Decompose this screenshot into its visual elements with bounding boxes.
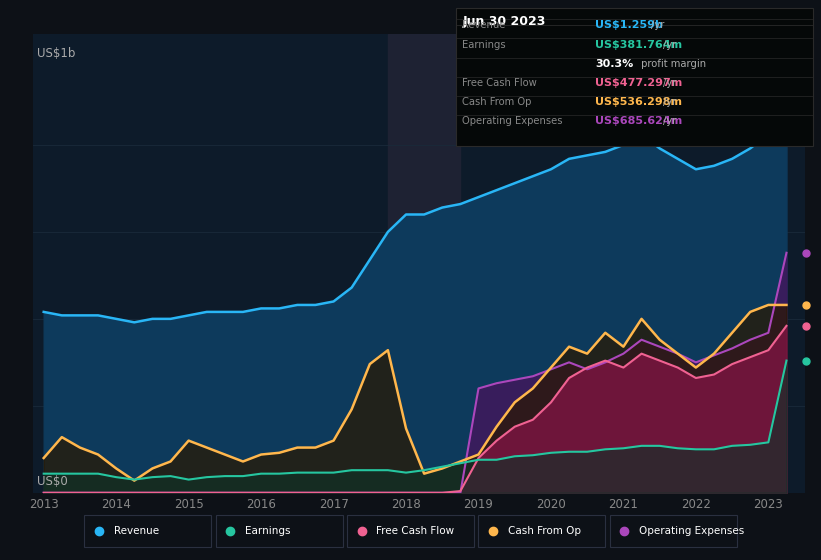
Text: Cash From Op: Cash From Op [462,97,532,108]
Text: Operating Expenses: Operating Expenses [462,116,562,127]
Text: /yr: /yr [663,40,676,50]
Text: /yr: /yr [663,116,676,127]
FancyBboxPatch shape [347,515,475,547]
Text: 30.3%: 30.3% [595,59,634,69]
FancyBboxPatch shape [478,515,606,547]
Text: Revenue: Revenue [462,21,506,30]
Text: US$477.297m: US$477.297m [595,78,682,88]
FancyBboxPatch shape [84,515,212,547]
Text: /yr: /yr [663,78,676,88]
FancyBboxPatch shape [609,515,737,547]
Text: Operating Expenses: Operating Expenses [639,526,745,536]
Text: Revenue: Revenue [113,526,158,536]
Text: US$536.298m: US$536.298m [595,97,682,108]
Text: Free Cash Flow: Free Cash Flow [462,78,537,88]
Text: Jun 30 2023: Jun 30 2023 [462,15,546,28]
Text: Cash From Op: Cash From Op [507,526,580,536]
Text: /yr: /yr [651,21,664,30]
Text: Free Cash Flow: Free Cash Flow [376,526,455,536]
Text: US$0: US$0 [37,475,67,488]
Text: Earnings: Earnings [462,40,506,50]
Text: US$685.624m: US$685.624m [595,116,682,127]
Text: US$1b: US$1b [37,48,75,60]
Text: profit margin: profit margin [638,59,706,69]
FancyBboxPatch shape [215,515,343,547]
Text: US$381.764m: US$381.764m [595,40,682,50]
Text: /yr: /yr [663,97,676,108]
Text: US$1.259b: US$1.259b [595,21,663,30]
Bar [388,34,461,493]
Text: Earnings: Earnings [245,526,291,536]
